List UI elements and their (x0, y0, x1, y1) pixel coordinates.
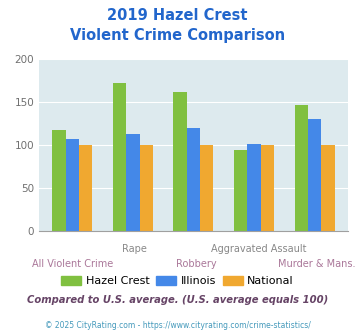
Bar (66, 139, 79, 231)
Bar (187, 128, 200, 231)
Bar (174, 92, 187, 231)
Bar (53, 130, 66, 231)
Bar (234, 150, 247, 231)
Bar (113, 83, 126, 231)
Text: Aggravated Assault: Aggravated Assault (211, 244, 306, 254)
Bar (261, 145, 274, 231)
Text: Robbery: Robbery (176, 259, 217, 269)
Text: 2019 Hazel Crest: 2019 Hazel Crest (107, 8, 248, 23)
Text: Murder & Mans...: Murder & Mans... (278, 259, 355, 269)
Bar (247, 144, 261, 231)
Bar (321, 145, 334, 231)
Text: © 2025 CityRating.com - https://www.cityrating.com/crime-statistics/: © 2025 CityRating.com - https://www.city… (45, 321, 310, 330)
Legend: Hazel Crest, Illinois, National: Hazel Crest, Illinois, National (57, 271, 298, 290)
Text: All Violent Crime: All Violent Crime (32, 259, 114, 269)
Bar (200, 145, 213, 231)
Bar (308, 119, 321, 231)
Text: Compared to U.S. average. (U.S. average equals 100): Compared to U.S. average. (U.S. average … (27, 295, 328, 305)
Bar (295, 105, 308, 231)
Bar (140, 145, 153, 231)
Bar (79, 145, 92, 231)
Bar (126, 134, 140, 231)
Text: Rape: Rape (122, 244, 147, 254)
Text: Violent Crime Comparison: Violent Crime Comparison (70, 28, 285, 43)
